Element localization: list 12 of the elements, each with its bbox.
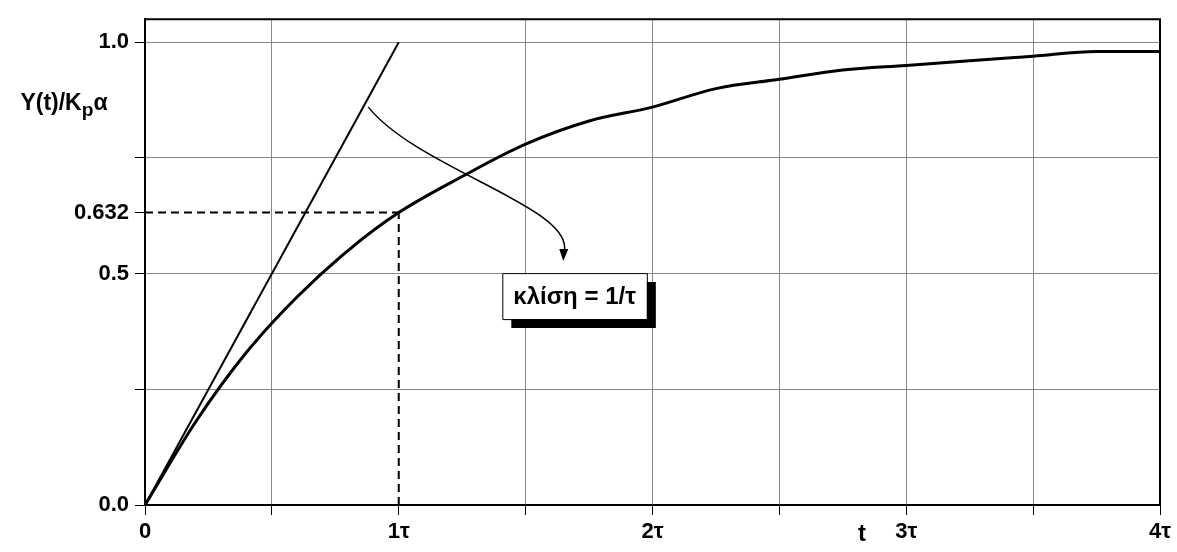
y-tick-label: 0.632	[73, 198, 129, 224]
y-tick-label: 1.0	[98, 28, 129, 54]
x-axis-title: t	[858, 519, 866, 546]
y-tick-label: 0.0	[98, 491, 129, 517]
y-tick-label: 0.5	[98, 259, 129, 285]
x-tick-label: 0	[138, 518, 152, 544]
annotation: κλίση = 1/τ	[513, 281, 637, 309]
x-tick-label: 2τ	[641, 518, 664, 544]
x-tick-label: 1τ	[387, 518, 410, 544]
y-axis-title: Y(t)/K$_{p}$α	[19, 88, 109, 122]
x-tick-label: 4τ	[1148, 518, 1172, 544]
x-tick-label: 3τ	[895, 518, 918, 544]
